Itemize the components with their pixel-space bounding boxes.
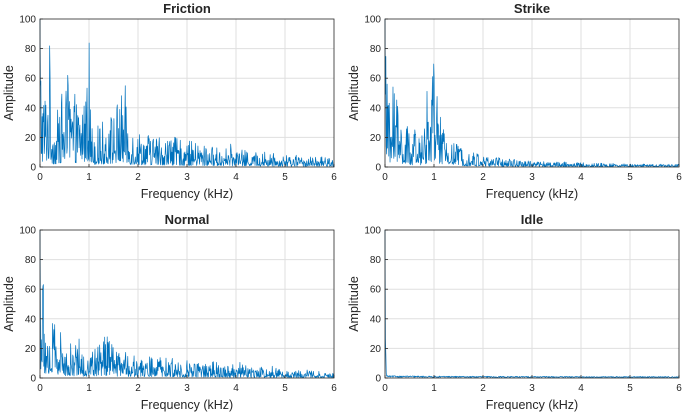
- y-tick-label: 60: [25, 74, 37, 85]
- y-tick-label: 20: [25, 133, 37, 144]
- y-tick-label: 40: [25, 314, 37, 325]
- x-tick-label: 0: [382, 172, 388, 183]
- x-tick-label: 6: [331, 383, 337, 394]
- y-tick-label: 0: [375, 163, 381, 174]
- y-tick-label: 80: [25, 255, 37, 266]
- x-tick-label: 0: [37, 172, 43, 183]
- y-tick-label: 80: [25, 44, 37, 55]
- y-axis-label: Amplitude: [347, 65, 361, 121]
- y-tick-label: 100: [364, 226, 381, 237]
- y-axis-label: Amplitude: [2, 65, 16, 121]
- x-axis-label: Frequency (kHz): [486, 187, 578, 201]
- y-tick-label: 100: [19, 226, 36, 237]
- y-axis-label: Amplitude: [347, 276, 361, 332]
- x-tick-label: 4: [578, 172, 584, 183]
- x-axis-label: Frequency (kHz): [141, 187, 233, 201]
- x-tick-label: 2: [135, 383, 141, 394]
- y-tick-label: 20: [25, 344, 37, 355]
- y-tick-label: 20: [370, 133, 382, 144]
- x-tick-label: 3: [529, 383, 535, 394]
- y-tick-label: 40: [370, 103, 382, 114]
- x-tick-label: 5: [282, 383, 288, 394]
- y-tick-label: 20: [370, 344, 382, 355]
- chart-title: Friction: [163, 1, 211, 16]
- x-tick-label: 0: [37, 383, 43, 394]
- chart-title: Strike: [514, 1, 550, 16]
- series-line-friction: [39, 18, 335, 167]
- y-tick-label: 40: [370, 314, 382, 325]
- x-tick-label: 4: [233, 383, 239, 394]
- x-tick-label: 3: [529, 172, 535, 183]
- y-tick-label: 0: [30, 163, 36, 174]
- x-tick-label: 1: [431, 383, 437, 394]
- x-tick-label: 4: [578, 383, 584, 394]
- y-tick-label: 60: [370, 74, 382, 85]
- x-tick-label: 2: [480, 172, 486, 183]
- x-tick-label: 2: [480, 383, 486, 394]
- x-axis-label: Frequency (kHz): [141, 398, 233, 412]
- x-tick-label: 6: [331, 172, 337, 183]
- y-tick-label: 80: [370, 255, 382, 266]
- x-tick-label: 6: [676, 172, 682, 183]
- x-tick-label: 3: [184, 172, 190, 183]
- x-tick-label: 1: [431, 172, 437, 183]
- x-axis-label: Frequency (kHz): [486, 398, 578, 412]
- y-tick-label: 60: [25, 285, 37, 296]
- chart-title: Idle: [521, 212, 543, 227]
- chart-title: Normal: [165, 212, 210, 227]
- x-tick-label: 0: [382, 383, 388, 394]
- y-axis-label: Amplitude: [2, 276, 16, 332]
- x-tick-label: 1: [86, 383, 92, 394]
- y-tick-label: 0: [375, 374, 381, 385]
- x-tick-label: 4: [233, 172, 239, 183]
- x-tick-label: 5: [282, 172, 288, 183]
- x-tick-label: 5: [627, 383, 633, 394]
- x-tick-label: 1: [86, 172, 92, 183]
- y-tick-label: 60: [370, 285, 382, 296]
- y-tick-label: 40: [25, 103, 37, 114]
- x-tick-label: 6: [676, 383, 682, 394]
- y-tick-label: 100: [364, 15, 381, 26]
- y-tick-label: 100: [19, 15, 36, 26]
- x-tick-label: 5: [627, 172, 633, 183]
- x-tick-label: 2: [135, 172, 141, 183]
- y-tick-label: 80: [370, 44, 382, 55]
- y-tick-label: 0: [30, 374, 36, 385]
- x-tick-label: 3: [184, 383, 190, 394]
